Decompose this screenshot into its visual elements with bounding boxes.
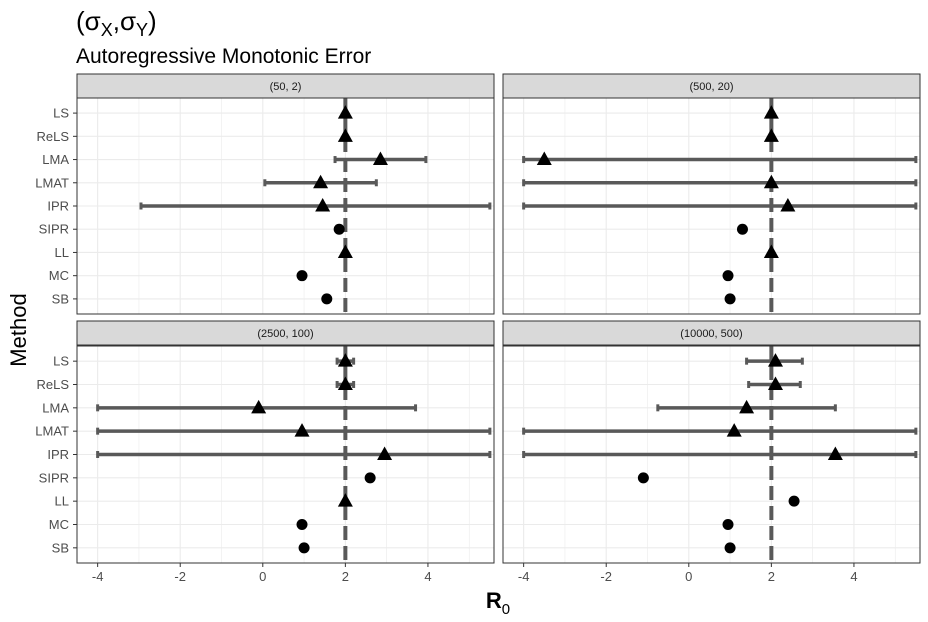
y-tick-label: LL (55, 245, 69, 260)
point-circle-mc (296, 519, 308, 530)
point-triangle-ll (763, 244, 779, 258)
point-triangle-rels (337, 128, 353, 142)
chart-title: (σX,σY) (76, 6, 157, 41)
y-tick-label: LMA (42, 152, 69, 167)
facet-strip-label: (2500, 100) (257, 328, 313, 340)
point-triangle-ipr (315, 198, 331, 212)
point-circle-sb (321, 293, 333, 305)
point-circle-mc (722, 519, 734, 530)
y-tick-label: LMAT (35, 175, 69, 190)
y-tick-label: MC (49, 517, 69, 532)
x-tick-label: 0 (685, 569, 692, 584)
chart-subtitle: Autoregressive Monotonic Error (76, 45, 372, 68)
panel-border (502, 345, 921, 564)
point-circle-sipr (736, 223, 748, 235)
point-circle-sb (724, 542, 736, 554)
point-triangle-ll (337, 244, 353, 258)
x-tick-label: 2 (768, 569, 775, 584)
y-tick-label: LS (53, 106, 69, 121)
point-circle-sb (724, 293, 736, 305)
title-prefix: (σ (76, 6, 101, 36)
point-circle-ll (788, 495, 800, 507)
point-triangle-lma (251, 399, 267, 414)
point-circle-mc (722, 270, 734, 282)
panel-border (502, 97, 921, 315)
point-triangle-lmat (294, 423, 310, 437)
facet-strip-label: (50, 2) (270, 81, 302, 93)
point-triangle-lma (536, 151, 552, 166)
point-triangle-ll (337, 493, 353, 507)
facet-panel: (2500, 100) LS ReLS LMA LMAT IPR SIPR LL MC SB -4 -… (35, 320, 495, 584)
point-triangle-ls (337, 353, 353, 367)
facet-strip (76, 320, 495, 346)
point-triangle-rels (767, 376, 783, 390)
x-tick-label: 0 (259, 569, 266, 584)
y-tick-label: LL (55, 494, 69, 509)
title-mid: ,σ (112, 6, 137, 36)
y-tick-label: MC (49, 268, 69, 283)
point-triangle-lmat (313, 174, 329, 189)
y-tick-label: SIPR (39, 222, 69, 237)
point-triangle-ls (337, 105, 353, 119)
x-tick-label: 4 (424, 569, 431, 584)
y-tick-label: ReLS (36, 377, 69, 392)
title-sub-y: Y (136, 20, 149, 41)
x-tick-label: 2 (342, 569, 349, 584)
y-tick-label: ReLS (36, 129, 69, 144)
point-triangle-rels (763, 128, 779, 142)
x-tick-label: 4 (850, 569, 857, 584)
facet-strip (502, 73, 921, 99)
point-circle-mc (296, 270, 308, 282)
point-circle-sipr (333, 223, 345, 235)
y-tick-label: LMA (42, 400, 69, 415)
y-tick-label: LS (53, 354, 69, 369)
facet-panel: (500, 20) (502, 73, 921, 315)
y-tick-label: IPR (47, 199, 69, 214)
facet-panel: (50, 2) LS ReLS LMA LMAT IPR SIPR LL MC SB (35, 73, 495, 315)
title-sub-x: X (100, 20, 113, 41)
y-tick-label: IPR (47, 447, 69, 462)
x-tick-label: -2 (600, 569, 612, 584)
point-triangle-rels (337, 376, 353, 390)
point-circle-sb (298, 542, 310, 554)
y-tick-label: SIPR (39, 470, 69, 485)
y-tick-label: SB (52, 291, 69, 306)
point-triangle-ipr (827, 446, 843, 460)
x-axis-title-subscript: 0 (502, 601, 510, 618)
facet-strip (502, 320, 921, 346)
facet-strip-label: (500, 20) (689, 81, 733, 93)
point-triangle-ls (763, 105, 779, 119)
point-circle-sipr (637, 472, 649, 484)
facet-panel: (10000, 500) -4 -2 0 2 4 (502, 320, 921, 584)
point-triangle-lmat (763, 174, 779, 189)
point-triangle-ls (767, 353, 783, 367)
title-suffix: ) (148, 6, 157, 36)
point-triangle-lma (372, 151, 388, 166)
facet-strip-label: (10000, 500) (680, 328, 742, 340)
x-tick-label: -2 (174, 569, 186, 584)
point-triangle-lmat (726, 423, 742, 437)
point-triangle-lma (739, 399, 755, 414)
y-tick-label: LMAT (35, 424, 69, 439)
x-axis-title: R0 (486, 588, 510, 618)
point-triangle-ipr (780, 198, 796, 212)
x-tick-label: -4 (518, 569, 530, 584)
y-tick-label: SB (52, 540, 69, 555)
facet-strip (76, 73, 495, 99)
x-tick-label: -4 (92, 569, 104, 584)
y-axis-title: Method (6, 293, 31, 366)
point-triangle-ipr (377, 446, 393, 460)
point-circle-sipr (364, 472, 376, 484)
